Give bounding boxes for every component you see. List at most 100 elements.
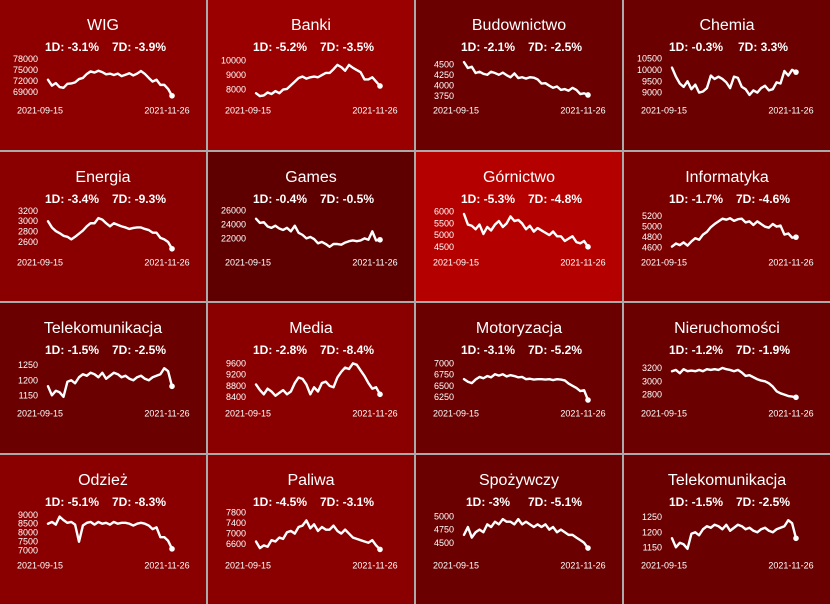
x-end-label: 2021-11-26 [560, 257, 605, 267]
y-tick-label: 6000 [434, 206, 454, 216]
last-value-marker [169, 92, 175, 99]
chart-title: Telekomunikacja [44, 319, 162, 337]
chart-title: Games [285, 168, 337, 186]
change-1d-label: 1D: -5.2% [253, 40, 307, 54]
x-start-label: 2021-09-15 [225, 560, 271, 570]
chart-title: Informatyka [685, 168, 769, 186]
chart-panel: Informatyka 1D: -1.7% 7D: -4.6% 4600 4800 500… [624, 151, 830, 301]
change-7d-label: 7D: -5.1% [528, 495, 582, 509]
last-value-marker [793, 394, 799, 401]
y-tick-label: 10500 [637, 53, 662, 63]
change-7d-label: 7D: -2.5% [736, 495, 790, 509]
change-7d-label: 7D: -4.8% [528, 192, 582, 206]
change-1d-label: 1D: -3.4% [45, 192, 99, 206]
x-start-label: 2021-09-15 [641, 560, 687, 570]
x-start-label: 2021-09-15 [641, 105, 687, 115]
series-line [254, 217, 382, 248]
chart-panel: Telekomunikacja 1D: -1.5% 7D: -2.5% 1150 120… [624, 454, 830, 604]
chart-title: Chemia [699, 16, 754, 34]
y-tick-label: 4750 [434, 524, 454, 534]
y-tick-label: 4500 [434, 60, 454, 70]
change-1d-label: 1D: -3.1% [461, 343, 515, 357]
change-1d-label: 1D: -0.4% [253, 192, 307, 206]
y-tick-label: 69000 [13, 87, 38, 97]
series-line [462, 517, 590, 549]
chart-svg: Informatyka 1D: -1.7% 7D: -4.6% 46004800500… [641, 168, 814, 267]
y-tick-label: 4250 [434, 70, 454, 80]
y-tick-label: 4500 [434, 537, 454, 547]
y-tick-label: 7500 [18, 536, 38, 546]
chart-svg: Budownictwo 1D: -2.1% 7D: -2.5% 37504000425… [433, 16, 606, 115]
change-7d-label: 7D: 3.3% [738, 40, 788, 54]
y-tick-label: 8500 [18, 518, 38, 528]
y-tick-label: 3750 [434, 91, 454, 101]
change-7d-label: 7D: -2.5% [528, 40, 582, 54]
chart-svg: Telekomunikacja 1D: -1.5% 7D: -2.5% 1150 120… [641, 471, 814, 570]
chart-panel: Odzież 1D: -5.1% 7D: -8.3% 7000 7500 8000 8500… [0, 454, 206, 604]
change-7d-label: 7D: -8.4% [320, 343, 374, 357]
chart-svg: WIG 1D: -3.1% 7D: -3.9% 6900072000750007800… [13, 16, 190, 115]
y-tick-label: 6750 [434, 370, 454, 380]
y-tick-label: 72000 [13, 76, 38, 86]
chart-panel: Spożywczy 1D: -3% 7D: -5.1% 4500 4750 5000 202… [416, 454, 622, 604]
y-tick-label: 7400 [226, 518, 246, 528]
y-tick-label: 1150 [643, 542, 662, 552]
chart-title: Budownictwo [472, 16, 566, 34]
series-line [670, 66, 798, 97]
change-7d-label: 7D: -4.6% [736, 192, 790, 206]
change-1d-label: 1D: -3.1% [45, 40, 99, 54]
last-value-marker [377, 546, 383, 552]
x-start-label: 2021-09-15 [433, 105, 479, 115]
y-tick-label: 26000 [221, 205, 246, 215]
chart-panel: Energia 1D: -3.4% 7D: -9.3% 2600 2800 3000 320… [0, 151, 206, 301]
change-1d-label: 1D: -1.2% [669, 343, 723, 357]
y-tick-label: 6250 [434, 392, 454, 402]
series-line [254, 63, 382, 98]
series-line [670, 216, 798, 248]
y-tick-label: 9600 [226, 358, 246, 368]
series-line [462, 212, 590, 248]
change-7d-label: 7D: -3.1% [320, 495, 374, 509]
y-tick-label: 8000 [226, 85, 246, 95]
y-tick-label: 9000 [642, 88, 662, 98]
y-tick-label: 5000 [434, 230, 454, 240]
x-start-label: 2021-09-15 [433, 257, 479, 267]
y-tick-label: 8800 [226, 381, 246, 391]
y-tick-label: 3200 [642, 363, 662, 373]
y-tick-label: 6500 [434, 381, 454, 391]
change-7d-label: 7D: -5.2% [528, 343, 582, 357]
change-7d-label: 7D: -0.5% [320, 192, 374, 206]
y-tick-label: 2800 [18, 226, 38, 236]
y-tick-label: 5000 [434, 511, 454, 521]
y-tick-label: 6600 [226, 539, 246, 549]
x-end-label: 2021-11-26 [352, 257, 397, 267]
y-tick-label: 9200 [226, 370, 246, 380]
y-tick-label: 4500 [434, 241, 454, 251]
change-1d-label: 1D: -5.3% [461, 192, 515, 206]
change-7d-label: 7D: -8.3% [112, 495, 166, 509]
change-1d-label: 1D: -5.1% [45, 495, 99, 509]
x-end-label: 2021-11-26 [560, 408, 605, 418]
series-line [254, 362, 382, 397]
y-tick-label: 9000 [226, 70, 246, 80]
chart-svg: Odzież 1D: -5.1% 7D: -8.3% 7000750080008500… [17, 471, 190, 570]
y-tick-label: 75000 [13, 65, 38, 75]
chart-svg: Banki 1D: -5.2% 7D: -3.5% 8000 9000 10000 2021… [221, 16, 398, 115]
change-7d-label: 7D: -2.5% [112, 343, 166, 357]
y-tick-label: 7800 [226, 507, 246, 517]
y-tick-label: 3200 [18, 205, 38, 215]
x-start-label: 2021-09-15 [225, 408, 271, 418]
chart-title: Media [289, 319, 333, 337]
series-line [46, 69, 174, 98]
chart-panel: Media 1D: -2.8% 7D: -8.4% 8400 8800 9200 9600 2… [208, 303, 414, 453]
x-start-label: 2021-09-15 [17, 105, 63, 115]
y-tick-label: 8000 [18, 527, 38, 537]
y-tick-label: 5200 [642, 211, 662, 221]
x-end-label: 2021-11-26 [352, 408, 397, 418]
last-value-marker [377, 391, 383, 398]
chart-svg: Energia 1D: -3.4% 7D: -9.3% 260028003000320… [17, 168, 190, 267]
last-value-marker [585, 397, 591, 403]
chart-title: Telekomunikacja [668, 471, 786, 489]
